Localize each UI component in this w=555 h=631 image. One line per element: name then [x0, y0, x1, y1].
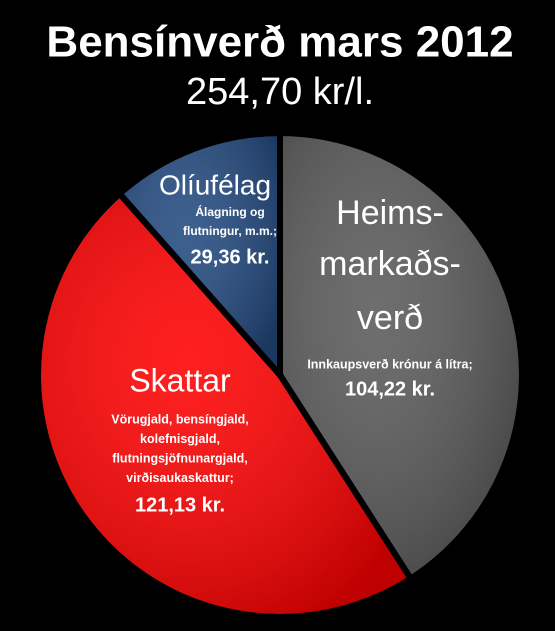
slice-description: flutningur, m.m.; [183, 224, 277, 238]
slice-label: markaðs- [319, 245, 461, 283]
slice-label: verð [357, 299, 423, 337]
slice-shade [35, 189, 415, 620]
slice-label: Heims- [336, 194, 444, 232]
value-label: 121,13 kr. [135, 494, 225, 516]
slice-label: Olíufélag [159, 169, 271, 200]
chart-title: Bensínverð mars 2012 [46, 18, 513, 67]
value-label: 29,36 kr. [191, 246, 270, 268]
chart-subtitle: 254,70 kr/l. [186, 71, 374, 113]
slice-description: flutningsjöfnunargjald, [112, 451, 247, 465]
slice-description: Álagning og [195, 204, 264, 219]
slice-label: Skattar [129, 362, 231, 398]
slice-shade [115, 129, 283, 383]
slice-description: virðisaukaskattur; [126, 471, 234, 485]
slice-description: Innkaupsverð krónur á lítra; [307, 357, 472, 371]
labels: Heims-markaðs-verð Innkaupsverð krónur á … [111, 169, 472, 516]
slice-description: Vörugjald, bensíngjald, [111, 412, 249, 426]
pie [35, 129, 525, 620]
value-label: 104,22 kr. [345, 378, 435, 400]
slice-description: kolefnisgjald, [140, 432, 220, 446]
